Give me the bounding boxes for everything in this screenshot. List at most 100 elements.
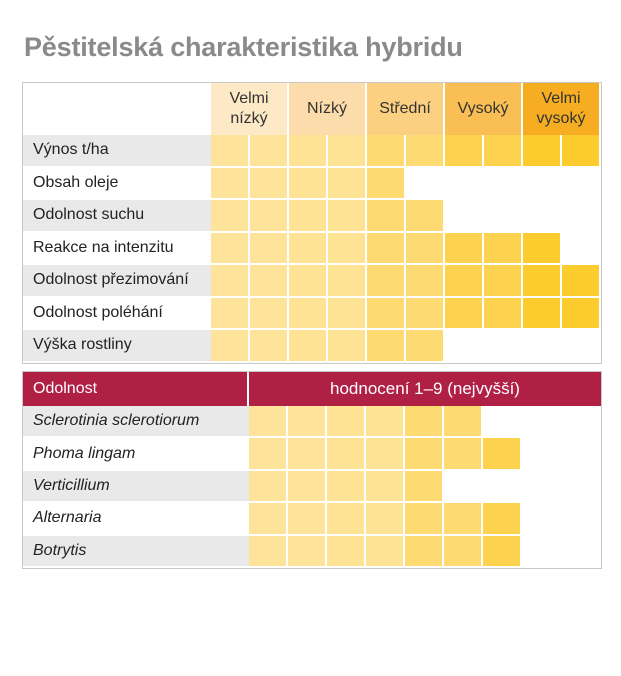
resistance-segment: [366, 406, 405, 437]
rating-segment: [367, 265, 406, 296]
rating-segment: [445, 232, 484, 263]
level-header-4: Vysoký: [445, 83, 521, 135]
rating-segment: [211, 330, 250, 361]
rating-segment: [250, 135, 289, 166]
rating-segment: [289, 200, 328, 231]
page-title: Pěstitelská charakteristika hybridu: [24, 32, 463, 62]
level-header-2: Nízký: [289, 83, 365, 135]
resistance-header-band: Odolnost hodnocení 1–9 (nejvyšší): [23, 372, 601, 406]
resistance-segment: [483, 438, 522, 469]
rating-segment: [523, 135, 562, 166]
rating-segment: [367, 232, 406, 263]
rating-segment: [367, 297, 406, 328]
resistance-row-label: Botrytis: [23, 535, 249, 566]
rating-segment: [211, 297, 250, 328]
resistance-segment: [366, 503, 405, 534]
rating-segment: [523, 297, 562, 328]
rating-segment: [484, 297, 523, 328]
resistance-row-label: Phoma lingam: [33, 444, 136, 462]
resistance-segment: [327, 503, 366, 534]
rating-segment: [562, 297, 601, 328]
rating-segment: [406, 135, 445, 166]
row-label: Odolnost poléhání: [33, 303, 163, 321]
rating-segment: [406, 232, 445, 263]
rating-segment: [484, 265, 523, 296]
rating-segment: [211, 265, 250, 296]
resistance-row-label: Verticillium: [23, 470, 249, 502]
resistance-segment: [249, 535, 288, 566]
row-label: Odolnost přezimování: [23, 265, 211, 296]
rating-segment: [328, 330, 367, 361]
rating-segment: [562, 265, 601, 296]
rating-segment: [523, 265, 562, 296]
rating-segment: [406, 297, 445, 328]
resistance-segment: [405, 438, 444, 469]
resistance-segment: [405, 503, 444, 534]
rating-segment: [445, 265, 484, 296]
rating-segment: [562, 135, 601, 166]
resistance-segment: [405, 535, 444, 566]
rating-segment: [289, 330, 328, 361]
resistance-segment: [444, 503, 483, 534]
resistance-segment: [327, 406, 366, 437]
rating-segment: [367, 167, 406, 198]
crop-characteristics-table: Velmi nízký Nízký Střední Vysoký Velmi vysok…: [22, 82, 602, 364]
rating-segment: [328, 232, 367, 263]
resistance-segment: [288, 406, 327, 437]
rating-segment: [289, 167, 328, 198]
rating-segment: [250, 297, 289, 328]
resistance-segment: [327, 438, 366, 469]
resistance-segment: [444, 406, 483, 437]
level-header-1: Velmi nízký: [211, 83, 287, 135]
resistance-row-label: Alternaria: [33, 509, 102, 527]
rating-segment: [367, 135, 406, 166]
row-label: Reakce na intenzitu: [33, 238, 174, 256]
rating-segment: [406, 200, 445, 231]
resistance-segment: [327, 535, 366, 566]
rating-segment: [406, 330, 445, 361]
resistance-segment: [249, 503, 288, 534]
rating-segment: [406, 265, 445, 296]
rating-segment: [367, 330, 406, 361]
rating-segment: [211, 232, 250, 263]
rating-segment: [328, 135, 367, 166]
resistance-header-label: Odolnost: [23, 372, 249, 406]
rating-segment: [250, 330, 289, 361]
rating-segment: [211, 200, 250, 231]
resistance-segment: [366, 535, 405, 566]
level-header-5: Velmi vysoký: [523, 83, 599, 135]
resistance-segment: [249, 470, 288, 502]
resistance-segment: [444, 438, 483, 469]
rating-segment: [484, 232, 523, 263]
rating-segment: [250, 265, 289, 296]
rating-segment: [445, 135, 484, 166]
rating-segment: [328, 167, 367, 198]
resistance-segment: [288, 438, 327, 469]
rating-segment: [484, 135, 523, 166]
resistance-segment: [444, 535, 483, 566]
resistance-segment: [288, 503, 327, 534]
rating-segment: [328, 297, 367, 328]
resistance-segment: [327, 470, 366, 502]
resistance-table: Odolnost hodnocení 1–9 (nejvyšší) Sclero…: [22, 371, 602, 569]
resistance-segment: [483, 503, 522, 534]
level-header-3: Střední: [367, 83, 443, 135]
resistance-segment: [288, 470, 327, 502]
rating-segment: [367, 200, 406, 231]
rating-segment: [445, 297, 484, 328]
resistance-scale-label: hodnocení 1–9 (nejvyšší): [330, 379, 520, 398]
resistance-segment: [288, 535, 327, 566]
row-label: Obsah oleje: [33, 173, 119, 191]
resistance-segment: [405, 470, 444, 502]
row-label: Výnos t/ha: [23, 135, 211, 166]
row-label: Výška rostliny: [23, 330, 211, 361]
rating-segment: [289, 297, 328, 328]
resistance-segment: [249, 406, 288, 437]
resistance-segment: [366, 438, 405, 469]
rating-segment: [328, 200, 367, 231]
rating-segment: [250, 232, 289, 263]
rating-segment: [289, 135, 328, 166]
resistance-segment: [366, 470, 405, 502]
rating-segment: [523, 232, 562, 263]
resistance-segment: [405, 406, 444, 437]
